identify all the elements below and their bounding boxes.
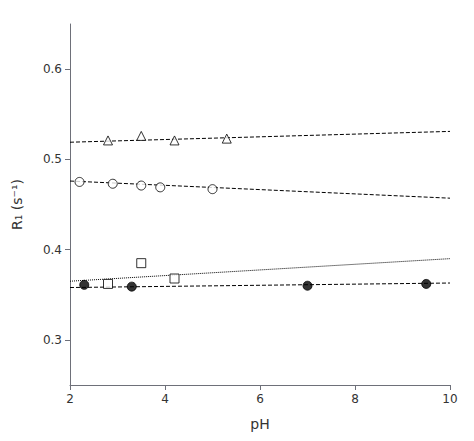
svg-text:10: 10 bbox=[442, 392, 457, 406]
svg-text:0.4: 0.4 bbox=[43, 243, 62, 257]
svg-text:2: 2 bbox=[66, 392, 74, 406]
svg-text:0.3: 0.3 bbox=[43, 333, 62, 347]
svg-text:4: 4 bbox=[161, 392, 169, 406]
svg-text:6: 6 bbox=[256, 392, 264, 406]
svg-text:0.6: 0.6 bbox=[43, 62, 62, 76]
svg-text:8: 8 bbox=[351, 392, 359, 406]
svg-text:R₁ (s⁻¹): R₁ (s⁻¹) bbox=[9, 179, 25, 230]
svg-text:0.5: 0.5 bbox=[43, 152, 62, 166]
svg-text:pH: pH bbox=[250, 416, 269, 432]
